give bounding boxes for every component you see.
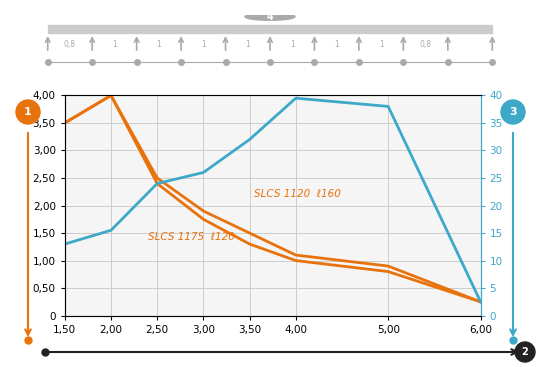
Text: 1: 1: [112, 40, 117, 49]
Circle shape: [515, 342, 535, 362]
Text: 1: 1: [334, 40, 339, 49]
Text: 4: 4: [267, 12, 273, 22]
Circle shape: [16, 100, 40, 124]
Text: 1: 1: [379, 40, 383, 49]
Text: 3: 3: [509, 107, 517, 117]
Bar: [48, 25, 492, 33]
Text: 1: 1: [201, 40, 206, 49]
Text: 1: 1: [157, 40, 161, 49]
Text: 1: 1: [24, 107, 32, 117]
Circle shape: [501, 100, 525, 124]
Text: 0,8: 0,8: [420, 40, 431, 49]
Text: 0,8: 0,8: [64, 40, 76, 49]
Text: SLCS 1120  ℓ160: SLCS 1120 ℓ160: [254, 189, 341, 199]
Circle shape: [245, 13, 295, 20]
Text: SLCS 1175  ℓ120: SLCS 1175 ℓ120: [148, 232, 235, 241]
Text: 1: 1: [290, 40, 295, 49]
Text: 1: 1: [245, 40, 250, 49]
Text: 2: 2: [522, 347, 528, 357]
